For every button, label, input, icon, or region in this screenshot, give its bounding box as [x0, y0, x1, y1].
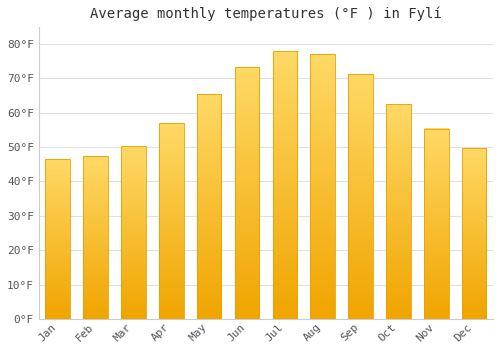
Bar — [234, 67, 260, 319]
Bar — [386, 104, 410, 319]
Bar — [84, 156, 108, 319]
Bar — [159, 123, 184, 319]
Bar — [310, 54, 335, 319]
Bar — [348, 74, 373, 319]
Bar — [462, 148, 486, 319]
Bar — [46, 160, 70, 319]
Bar — [424, 128, 448, 319]
Title: Average monthly temperatures (°F ) in Fylí: Average monthly temperatures (°F ) in Fy… — [90, 7, 442, 21]
Bar — [272, 51, 297, 319]
Bar — [197, 94, 222, 319]
Bar — [121, 146, 146, 319]
